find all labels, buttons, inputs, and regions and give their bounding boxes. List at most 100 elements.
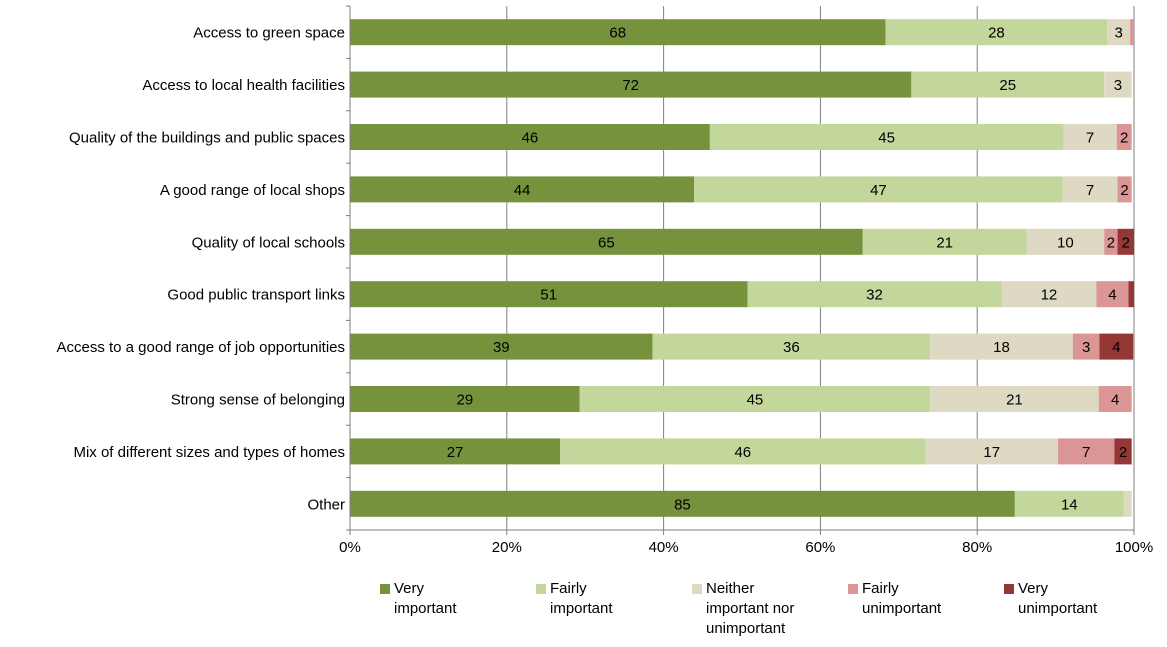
bar-segment xyxy=(925,438,1058,465)
legend-swatch xyxy=(536,584,546,594)
category-label: Access to a good range of job opportunit… xyxy=(56,339,345,356)
data-label: 72 xyxy=(622,77,639,94)
bar-segment xyxy=(1026,228,1105,255)
data-label: 45 xyxy=(878,130,895,147)
legend-label: unimportant xyxy=(862,600,942,617)
bar-segment xyxy=(350,490,1015,517)
data-label: 28 xyxy=(988,25,1005,42)
legend-label: important xyxy=(394,600,457,617)
x-tick-label: 20% xyxy=(492,539,522,556)
category-label: A good range of local shops xyxy=(160,182,345,199)
bar-segment xyxy=(1107,19,1131,46)
legend-label: important xyxy=(550,600,613,617)
legend-label: Very xyxy=(394,580,425,597)
data-label: 12 xyxy=(1041,287,1058,304)
data-label: 2 xyxy=(1120,182,1128,199)
data-label: 47 xyxy=(870,182,887,199)
data-label: 21 xyxy=(1006,392,1023,409)
bar-segment xyxy=(1099,333,1134,360)
bar-segment xyxy=(1117,228,1134,255)
bar-segment xyxy=(350,333,653,360)
data-label: 4 xyxy=(1108,287,1116,304)
category-label: Other xyxy=(307,496,345,513)
axes xyxy=(346,5,1135,535)
bar-segment xyxy=(350,19,886,46)
data-label: 2 xyxy=(1120,130,1128,147)
bar-segment xyxy=(1063,124,1117,150)
bar-segment xyxy=(350,281,748,308)
bar-segment xyxy=(930,333,1073,360)
bar-segment xyxy=(1117,176,1132,203)
data-label: 85 xyxy=(674,496,691,513)
bar-segment xyxy=(1057,438,1115,465)
data-label: 44 xyxy=(514,182,531,199)
legend: Very important Fairly important Neither impor… xyxy=(380,580,1098,637)
data-label: 2 xyxy=(1122,234,1130,251)
data-label: 7 xyxy=(1086,182,1094,199)
bar-segment xyxy=(1104,71,1132,98)
category-label: Access to local health facilities xyxy=(142,77,345,94)
data-label: 7 xyxy=(1082,444,1090,461)
bar-segment xyxy=(747,281,1002,308)
bar-segment xyxy=(350,124,710,150)
x-tick-label: 60% xyxy=(805,539,835,556)
category-label: Quality of the buildings and public spac… xyxy=(69,130,345,147)
bar-segment xyxy=(862,228,1027,255)
data-label: 39 xyxy=(493,339,510,356)
data-label: 10 xyxy=(1057,234,1074,251)
data-label: 46 xyxy=(734,444,751,461)
bar-segment xyxy=(1098,386,1132,412)
bar-segment xyxy=(350,176,695,203)
bar-segment xyxy=(1096,281,1129,308)
legend-label: unimportant xyxy=(706,620,786,637)
data-label: 3 xyxy=(1082,339,1090,356)
bar-segment xyxy=(652,333,931,360)
x-tick-label: 40% xyxy=(649,539,679,556)
legend-label: important nor xyxy=(706,600,794,617)
legend-swatch xyxy=(380,584,390,594)
bar-segment xyxy=(709,124,1064,150)
bar-segment xyxy=(885,19,1108,46)
bar-segment xyxy=(1114,438,1132,465)
data-label: 29 xyxy=(457,392,474,409)
bars: 68 28 372 25 346 45 7 244 47 7 265 21 10 2 251 32 12 439 3… xyxy=(350,19,1134,517)
legend-swatch xyxy=(692,584,702,594)
bar-segment xyxy=(1123,490,1132,517)
data-label: 14 xyxy=(1061,496,1078,513)
data-label: 17 xyxy=(983,444,1000,461)
category-label: Strong sense of belonging xyxy=(171,392,345,409)
bar-segment xyxy=(1072,333,1100,360)
data-label: 21 xyxy=(936,234,953,251)
legend-label: Neither xyxy=(706,580,754,597)
category-label: Quality of local schools xyxy=(192,234,345,251)
data-label: 45 xyxy=(747,392,764,409)
category-label: Good public transport links xyxy=(167,287,345,304)
data-label: 18 xyxy=(993,339,1010,356)
bar-segment xyxy=(350,228,863,255)
bar-segment xyxy=(930,386,1099,412)
category-label: Mix of different sizes and types of home… xyxy=(73,444,345,461)
category-labels: Access to green space Access to local hea… xyxy=(56,25,345,514)
category-label: Access to green space xyxy=(193,25,345,42)
data-label: 25 xyxy=(999,77,1016,94)
bar-segment xyxy=(1062,176,1118,203)
x-tick-label: 100% xyxy=(1115,539,1153,556)
data-label: 2 xyxy=(1119,444,1127,461)
bar-segment xyxy=(694,176,1063,203)
bar-segment xyxy=(350,71,912,98)
bar-segment xyxy=(1116,124,1132,150)
data-label: 32 xyxy=(866,287,883,304)
data-label: 2 xyxy=(1107,234,1115,251)
legend-label: Fairly xyxy=(550,580,587,597)
data-label: 3 xyxy=(1114,77,1122,94)
bar-segment xyxy=(350,386,580,412)
data-label: 4 xyxy=(1112,339,1120,356)
bar-segment xyxy=(1128,281,1134,308)
legend-swatch xyxy=(848,584,858,594)
data-label: 27 xyxy=(447,444,464,461)
data-label: 36 xyxy=(783,339,800,356)
legend-label: unimportant xyxy=(1018,600,1098,617)
data-label: 3 xyxy=(1115,25,1123,42)
bar-segment xyxy=(1001,281,1097,308)
